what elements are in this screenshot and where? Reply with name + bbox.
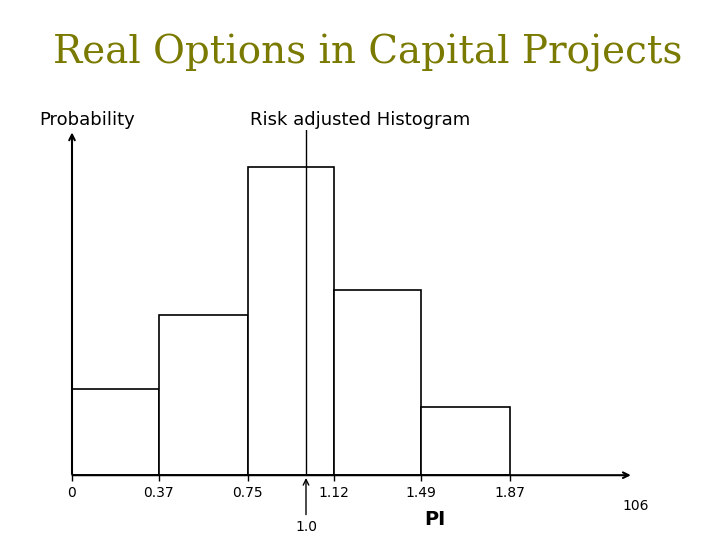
Text: Probability: Probability bbox=[40, 111, 135, 129]
Bar bbox=[158, 315, 248, 475]
Bar bbox=[334, 290, 420, 475]
Bar bbox=[72, 389, 158, 475]
Text: Real Options in Capital Projects: Real Options in Capital Projects bbox=[53, 35, 683, 72]
Bar bbox=[248, 167, 334, 475]
Text: Risk adjusted Histogram: Risk adjusted Histogram bbox=[250, 111, 470, 129]
Text: 1.0: 1.0 bbox=[295, 480, 317, 534]
Text: 106: 106 bbox=[622, 500, 649, 514]
Bar bbox=[420, 407, 510, 475]
Text: PI: PI bbox=[424, 510, 446, 529]
